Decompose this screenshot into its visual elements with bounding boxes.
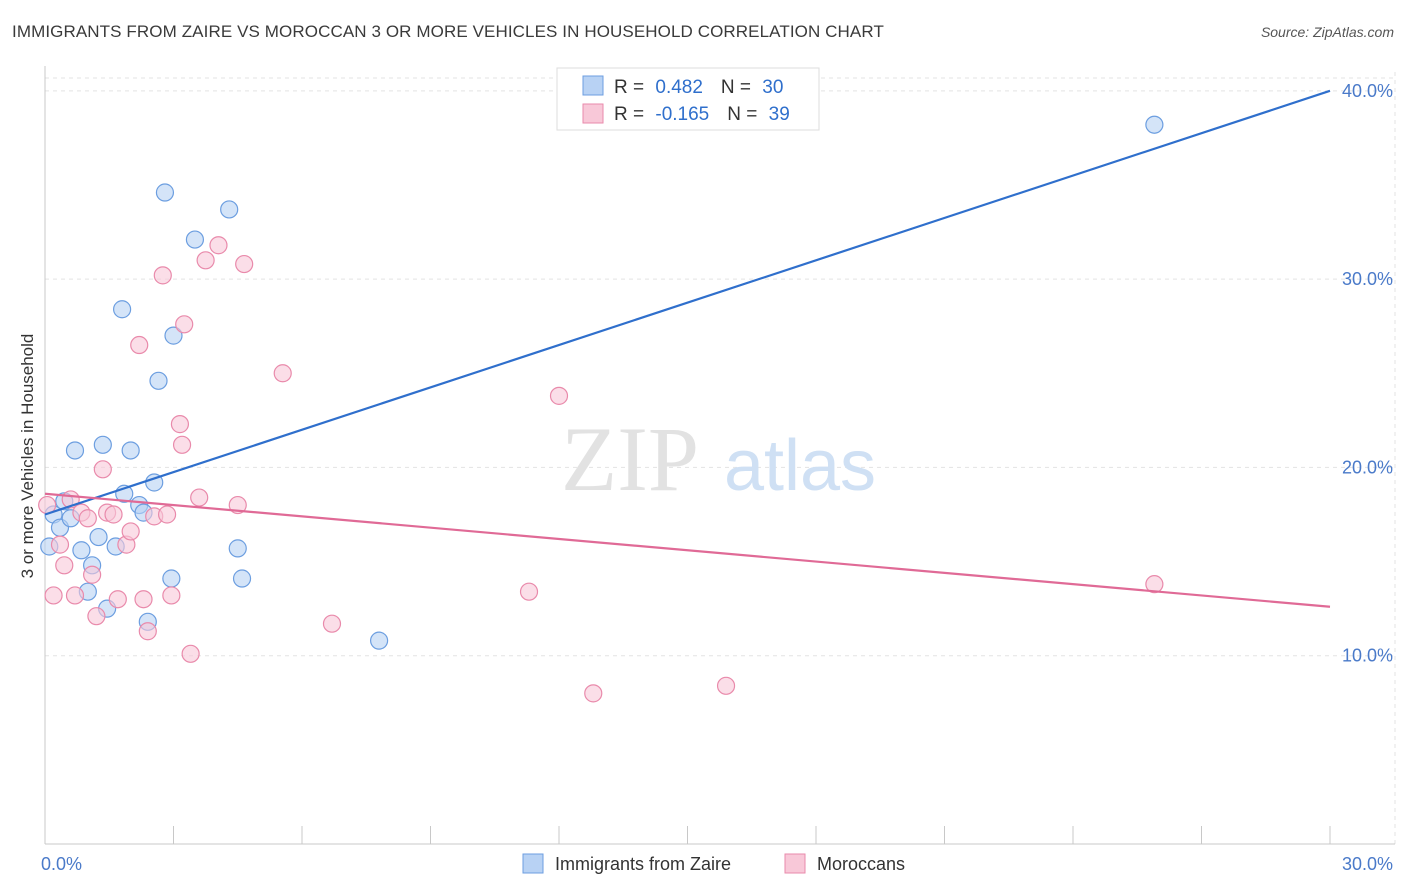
zaire-point-6 xyxy=(72,541,91,560)
y-tick-label-3: 40.0% xyxy=(1342,81,1393,101)
y-axis-tick-labels: 10.0% 20.0% 30.0% 40.0% xyxy=(1342,81,1393,666)
series-moroccans-points xyxy=(38,236,1164,703)
series-legend: Immigrants from Zaire Moroccans xyxy=(522,853,905,874)
n-value-1: 30 xyxy=(762,77,783,98)
moroccans-point-31 xyxy=(235,254,254,274)
moroccans-point-28 xyxy=(196,251,215,270)
series-legend-swatch-zaire xyxy=(522,853,544,874)
zaire-point-25 xyxy=(220,200,239,219)
moroccans-point-15 xyxy=(121,522,140,541)
zaire-point-24 xyxy=(185,230,205,249)
x-tick-label-1: 30.0% xyxy=(1342,854,1393,874)
zaire-point-28 xyxy=(370,631,389,650)
moroccans-point-26 xyxy=(181,644,200,663)
zaire-point-20 xyxy=(149,371,168,390)
y-tick-label-1: 20.0% xyxy=(1342,457,1393,477)
zaire-point-15 xyxy=(121,441,140,460)
moroccans-point-24 xyxy=(172,435,192,454)
stats-legend-swatch-moroccans xyxy=(582,103,604,124)
zaire-point-27 xyxy=(232,569,252,588)
moroccans-point-34 xyxy=(519,582,539,601)
moroccans-point-21 xyxy=(157,505,177,524)
moroccans-point-37 xyxy=(716,676,736,695)
r-value-1: 0.482 xyxy=(655,77,703,98)
moroccans-point-32 xyxy=(273,364,292,383)
moroccans-point-23 xyxy=(170,415,190,434)
zaire-trend-line xyxy=(44,89,1331,516)
n-label-2: N = xyxy=(727,104,762,125)
moroccans-point-9 xyxy=(87,607,106,626)
watermark: ZIP atlas xyxy=(561,408,876,510)
series-zaire-points xyxy=(40,115,1164,650)
moroccans-point-5 xyxy=(65,586,85,605)
moroccans-point-8 xyxy=(83,565,102,584)
zaire-point-21 xyxy=(155,183,175,202)
zaire-point-26 xyxy=(228,539,247,558)
stats-legend-swatch-zaire xyxy=(582,75,604,96)
moroccans-point-12 xyxy=(104,505,123,524)
watermark-atlas: atlas xyxy=(724,426,876,506)
gridlines xyxy=(45,72,1396,844)
moroccans-point-17 xyxy=(134,590,153,609)
moroccans-point-36 xyxy=(584,684,603,703)
x-axis-tick-labels: 0.0% 30.0% xyxy=(41,854,1393,874)
moroccans-point-27 xyxy=(190,488,209,507)
moroccans-point-38 xyxy=(1145,575,1164,594)
zaire-point-13 xyxy=(112,300,132,319)
n-label-1: N = xyxy=(721,77,756,98)
moroccans-point-18 xyxy=(138,622,157,641)
moroccans-point-10 xyxy=(93,460,112,479)
moroccans-point-33 xyxy=(322,614,342,633)
moroccans-point-7 xyxy=(78,509,97,528)
series-legend-label-moroccans: Moroccans xyxy=(817,854,905,874)
stats-legend: R = 0.482 N = 30 R = -0.165 N = 39 xyxy=(556,67,820,131)
zaire-point-22 xyxy=(162,569,181,588)
trend-lines xyxy=(44,89,1331,608)
moroccans-point-13 xyxy=(108,590,127,609)
zaire-point-9 xyxy=(89,527,108,547)
r-label-2: R = xyxy=(614,104,649,125)
y-tick-label-0: 10.0% xyxy=(1342,646,1393,666)
x-tick-label-0: 0.0% xyxy=(41,854,82,874)
source-label: Source: ZipAtlas.com xyxy=(1260,24,1394,40)
r-value-2: -0.165 xyxy=(655,104,709,125)
moroccans-point-3 xyxy=(55,556,74,575)
zaire-point-5 xyxy=(65,441,85,460)
n-value-2: 39 xyxy=(769,104,790,125)
moroccans-point-25 xyxy=(175,315,194,334)
x-axis-ticks xyxy=(173,826,1331,844)
moroccans-trend-line xyxy=(44,492,1331,608)
series-legend-swatch-moroccans xyxy=(784,853,806,874)
stats-legend-row-1: R = 0.482 N = 30 xyxy=(614,77,783,98)
moroccans-point-2 xyxy=(50,535,70,554)
moroccans-point-22 xyxy=(162,586,181,605)
zaire-point-29 xyxy=(1145,115,1164,134)
series-legend-label-zaire: Immigrants from Zaire xyxy=(555,854,731,874)
moroccans-point-29 xyxy=(209,236,228,255)
axes xyxy=(44,66,1395,845)
watermark-zip: ZIP xyxy=(561,408,699,510)
stats-legend-row-2: R = -0.165 N = 39 xyxy=(614,104,790,125)
chart-title: IMMIGRANTS FROM ZAIRE VS MOROCCAN 3 OR M… xyxy=(12,22,884,41)
zaire-point-10 xyxy=(93,435,112,454)
moroccans-point-16 xyxy=(130,335,149,355)
zaire-point-23 xyxy=(164,326,183,345)
y-tick-label-2: 30.0% xyxy=(1342,269,1393,289)
r-label-1: R = xyxy=(614,77,649,98)
moroccans-point-35 xyxy=(549,386,569,405)
y-axis-title: 3 or more Vehicles in Household xyxy=(18,334,37,579)
moroccans-point-20 xyxy=(153,266,172,285)
moroccans-point-1 xyxy=(44,586,63,605)
